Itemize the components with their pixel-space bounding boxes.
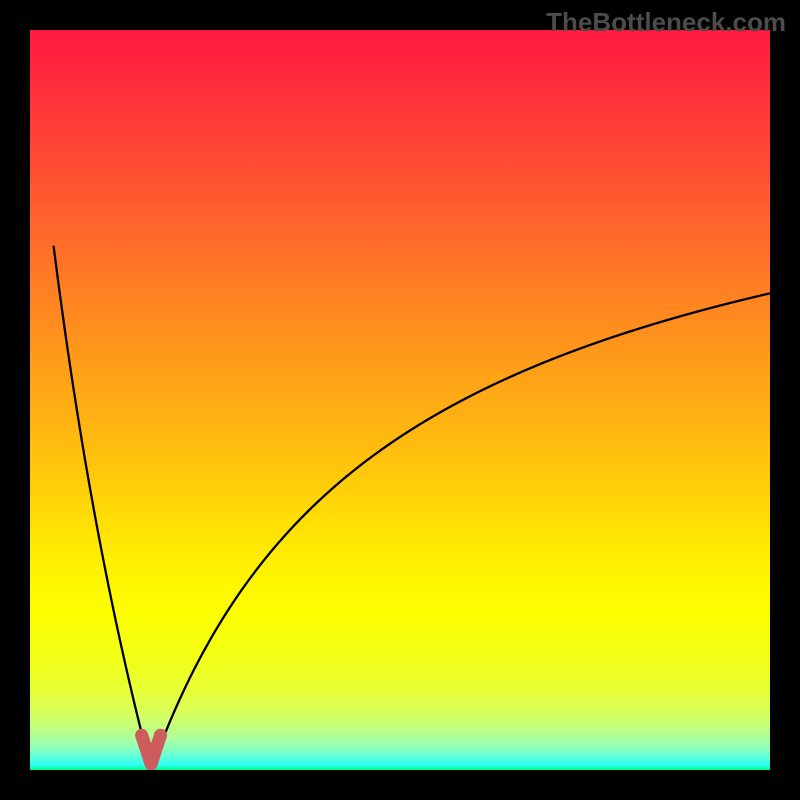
plot-area: [30, 30, 770, 770]
chart-container: TheBottleneck.com: [0, 0, 800, 800]
watermark-text: TheBottleneck.com: [546, 7, 786, 38]
gradient-background: [30, 30, 770, 770]
